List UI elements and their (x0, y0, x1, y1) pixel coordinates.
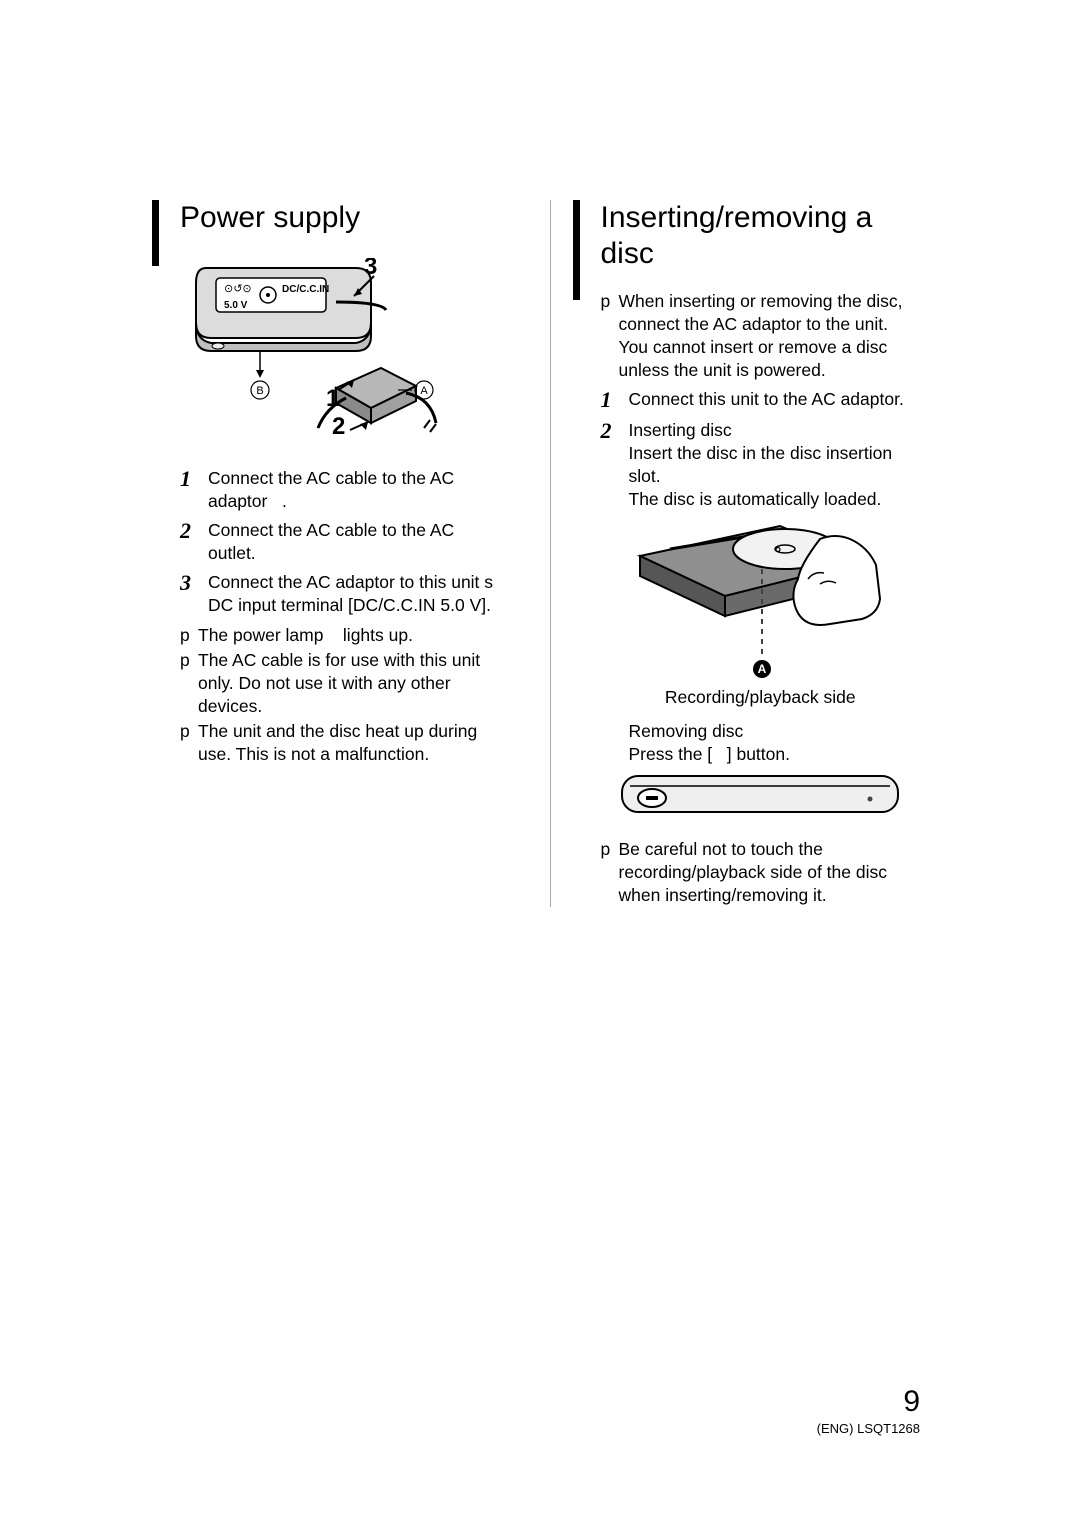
power-supply-title: Power supply (180, 200, 500, 236)
final-note: p Be careful not to touch the recording/… (601, 838, 921, 907)
doc-code: (ENG) LSQT1268 (817, 1421, 920, 1436)
accent-bar-left (152, 200, 159, 266)
left-step-1: 1 Connect the AC cable to the AC adaptor… (180, 467, 500, 513)
note-text: When inserting or removing the disc, con… (619, 290, 921, 382)
page-footer: 9 (ENG) LSQT1268 (817, 1385, 920, 1436)
svg-text:A: A (420, 385, 428, 397)
step-text: Connect the AC cable to the AC outlet. (208, 519, 500, 565)
right-step-2: 2 Inserting disc Insert the disc in the … (601, 419, 921, 511)
left-note-2: p The AC cable is for use with this unit… (180, 649, 500, 718)
svg-text:⊙↺⊙: ⊙↺⊙ (224, 283, 252, 295)
left-note-3: p The unit and the disc heat up during u… (180, 720, 500, 766)
bullet-marker: p (601, 838, 619, 907)
step-number: 2 (601, 419, 629, 511)
step-text: Connect the AC cable to the AC adaptor . (208, 467, 500, 513)
bullet-marker: p (601, 290, 619, 382)
step-body: The disc is automatically loaded. (629, 488, 921, 511)
removing-disc-label: Removing disc (629, 720, 921, 743)
power-supply-diagram: ⊙↺⊙ DC/C.C.IN 5.0 V 3 B (186, 258, 446, 448)
note-text: The AC cable is for use with this unit o… (198, 649, 500, 718)
bullet-marker: p (180, 720, 198, 766)
step-number: 1 (601, 388, 629, 412)
page-number: 9 (817, 1385, 920, 1419)
step-number: 2 (180, 519, 208, 565)
step-number: 1 (180, 467, 208, 513)
svg-text:A: A (758, 662, 767, 676)
svg-text:3: 3 (364, 258, 377, 280)
note-text: The unit and the disc heat up during use… (198, 720, 500, 766)
intro-note: p When inserting or removing the disc, c… (601, 290, 921, 382)
accent-bar-right (573, 200, 580, 300)
note-text: Be careful not to touch the recording/pl… (619, 838, 921, 907)
svg-text:2: 2 (332, 413, 345, 440)
left-column: Power supply ⊙↺⊙ DC/C.C.IN 5.0 V (180, 200, 500, 907)
left-step-2: 2 Connect the AC cable to the AC outlet. (180, 519, 500, 565)
svg-text:DC/C.C.IN: DC/C.C.IN (282, 284, 329, 295)
step-body: Insert the disc in the disc insertion sl… (629, 442, 921, 488)
eject-front-diagram (620, 774, 900, 824)
column-divider (550, 200, 551, 907)
step-number: 3 (180, 571, 208, 617)
svg-text:1: 1 (326, 385, 339, 412)
right-column: Inserting/removing a disc p When inserti… (601, 200, 921, 907)
disc-figure-caption: Recording/playback side (601, 687, 921, 708)
step-text: Connect this unit to the AC adaptor. (629, 388, 921, 412)
bullet-marker: p (180, 649, 198, 718)
removing-disc-text: Press the [ ] button. (629, 743, 921, 766)
note-text: The power lamp lights up. (198, 624, 413, 647)
insert-remove-title: Inserting/removing a disc (601, 200, 921, 272)
svg-text:5.0 V: 5.0 V (224, 300, 248, 311)
svg-text:B: B (256, 385, 263, 397)
right-step-1: 1 Connect this unit to the AC adaptor. (601, 388, 921, 412)
step-subtitle: Inserting disc (629, 419, 921, 442)
disc-insert-diagram: A (630, 521, 890, 681)
left-step-3: 3 Connect the AC adaptor to this unit s … (180, 571, 500, 617)
step-text: Connect the AC adaptor to this unit s DC… (208, 571, 500, 617)
bullet-marker: p (180, 624, 198, 647)
left-note-1: p The power lamp lights up. (180, 624, 500, 647)
